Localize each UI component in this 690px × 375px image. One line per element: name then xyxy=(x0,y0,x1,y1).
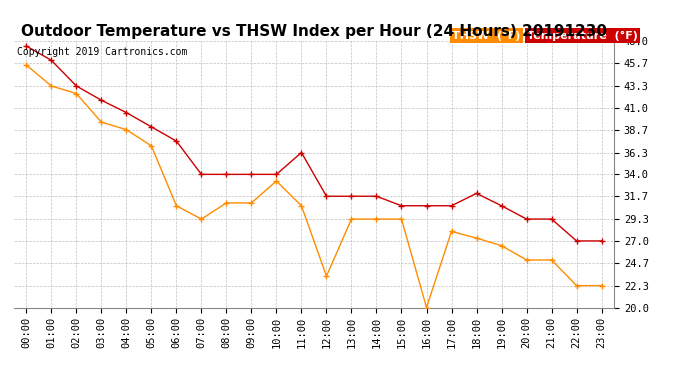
Text: Temperature  (°F): Temperature (°F) xyxy=(527,30,638,40)
Title: Outdoor Temperature vs THSW Index per Hour (24 Hours) 20191230: Outdoor Temperature vs THSW Index per Ho… xyxy=(21,24,607,39)
Text: Copyright 2019 Cartronics.com: Copyright 2019 Cartronics.com xyxy=(17,46,187,57)
Text: THSW  (°F): THSW (°F) xyxy=(452,30,520,40)
